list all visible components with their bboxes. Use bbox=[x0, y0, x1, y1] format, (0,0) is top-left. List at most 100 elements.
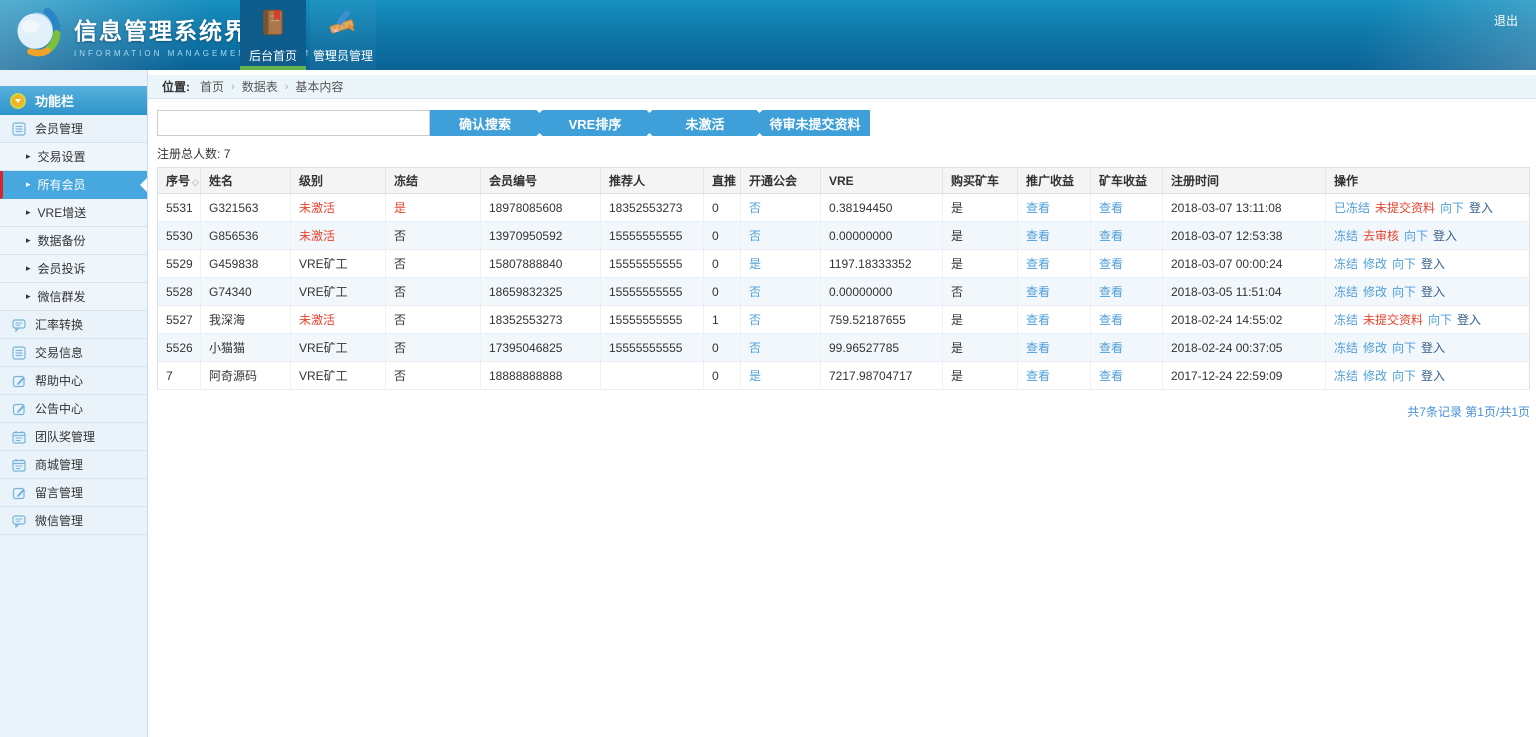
view-cart-income-link[interactable]: 查看 bbox=[1099, 369, 1124, 383]
tab-admin-management[interactable]: 管理员管理 bbox=[310, 0, 376, 70]
reg-time-cell: 2018-03-07 12:53:38 bbox=[1162, 221, 1326, 250]
sidebar-item-label: 数据备份 bbox=[37, 234, 86, 248]
view-promo-income-link[interactable]: 查看 bbox=[1026, 285, 1051, 299]
action-link[interactable]: 去审核 bbox=[1363, 229, 1400, 243]
action-link[interactable]: 登入 bbox=[1421, 341, 1446, 355]
sidebar-item-member-management[interactable]: 会员管理 bbox=[0, 115, 147, 143]
sidebar-item-message-management[interactable]: 留言管理 bbox=[0, 479, 147, 507]
referrer-cell: 15555555555 bbox=[600, 221, 704, 250]
action-link[interactable]: 已冻结 bbox=[1334, 201, 1371, 215]
action-link[interactable]: 登入 bbox=[1469, 201, 1494, 215]
col-id[interactable]: 序号 ◇ bbox=[157, 167, 201, 194]
admin-tools-icon bbox=[328, 8, 358, 43]
sidebar-item-wechat-broadcast[interactable]: ▸ 微信群发 bbox=[0, 283, 147, 311]
confirm-search-button[interactable]: 确认搜索 bbox=[430, 110, 540, 136]
breadcrumb-datatable[interactable]: 数据表 bbox=[241, 80, 278, 94]
guild-cell: 否 bbox=[740, 193, 821, 222]
inactive-filter-button[interactable]: 未激活 bbox=[650, 110, 760, 136]
sidebar-item-vre-gift[interactable]: ▸ VRE增送 bbox=[0, 199, 147, 227]
action-link[interactable]: 登入 bbox=[1421, 369, 1446, 383]
action-link[interactable]: 未提交资料 bbox=[1363, 313, 1424, 327]
operations-cell: 冻结 修改 向下 登入 bbox=[1325, 333, 1530, 362]
action-link[interactable]: 修改 bbox=[1363, 285, 1388, 299]
member-name-cell: 小猫猫 bbox=[200, 333, 291, 362]
level-cell: VRE矿工 bbox=[290, 249, 386, 278]
action-link[interactable]: 冻结 bbox=[1334, 257, 1359, 271]
app-brand: 信息管理系统界面 INFORMATION MANAGEMENT SYSTEM G… bbox=[10, 4, 339, 65]
action-link[interactable]: 登入 bbox=[1457, 313, 1482, 327]
sidebar-item-mall-management[interactable]: 商城管理 bbox=[0, 451, 147, 479]
view-cart-income-link[interactable]: 查看 bbox=[1099, 229, 1124, 243]
edit-icon bbox=[12, 374, 26, 388]
member-id-cell: 5527 bbox=[157, 305, 201, 334]
edit-icon bbox=[12, 402, 26, 416]
action-link[interactable]: 向下 bbox=[1404, 229, 1429, 243]
referrer-cell: 15555555555 bbox=[600, 277, 704, 306]
search-input[interactable] bbox=[157, 110, 430, 136]
action-link[interactable]: 冻结 bbox=[1334, 369, 1359, 383]
action-link[interactable]: 向下 bbox=[1440, 201, 1465, 215]
sidebar-item-label: 留言管理 bbox=[35, 486, 84, 500]
action-link[interactable]: 修改 bbox=[1363, 369, 1388, 383]
view-promo-income-link[interactable]: 查看 bbox=[1026, 313, 1051, 327]
action-link[interactable]: 冻结 bbox=[1334, 229, 1359, 243]
sidebar-item-trade-settings[interactable]: ▸ 交易设置 bbox=[0, 143, 147, 171]
col-promo-income: 推广收益 bbox=[1017, 167, 1091, 194]
action-link[interactable]: 修改 bbox=[1363, 341, 1388, 355]
sidebar-item-team-award[interactable]: 团队奖管理 bbox=[0, 423, 147, 451]
action-link[interactable]: 登入 bbox=[1433, 229, 1458, 243]
action-link[interactable]: 向下 bbox=[1392, 369, 1417, 383]
direct-count-cell: 0 bbox=[703, 193, 741, 222]
breadcrumb-basic-content[interactable]: 基本内容 bbox=[295, 80, 344, 94]
view-cart-income-link[interactable]: 查看 bbox=[1099, 201, 1124, 215]
sidebar-item-wechat-management[interactable]: 微信管理 bbox=[0, 507, 147, 535]
action-link[interactable]: 向下 bbox=[1392, 257, 1417, 271]
breadcrumb-home[interactable]: 首页 bbox=[200, 80, 225, 94]
sidebar-item-trade-info[interactable]: 交易信息 bbox=[0, 339, 147, 367]
view-promo-income-link[interactable]: 查看 bbox=[1026, 201, 1051, 215]
view-promo-income-link[interactable]: 查看 bbox=[1026, 229, 1051, 243]
view-cart-income-link[interactable]: 查看 bbox=[1099, 257, 1124, 271]
sidebar-item-data-backup[interactable]: ▸ 数据备份 bbox=[0, 227, 147, 255]
vre-sort-button[interactable]: VRE排序 bbox=[540, 110, 650, 136]
action-link[interactable]: 修改 bbox=[1363, 257, 1388, 271]
action-link[interactable]: 冻结 bbox=[1334, 313, 1359, 327]
action-link[interactable]: 登入 bbox=[1421, 257, 1446, 271]
tab-label: 后台首页 bbox=[248, 49, 297, 63]
sidebar-item-member-complaints[interactable]: ▸ 会员投诉 bbox=[0, 255, 147, 283]
view-promo-income-link[interactable]: 查看 bbox=[1026, 257, 1051, 271]
view-cart-income-link[interactable]: 查看 bbox=[1099, 313, 1124, 327]
action-link[interactable]: 冻结 bbox=[1334, 341, 1359, 355]
pagination: 共7条记录 第1页/共1页 bbox=[1407, 405, 1530, 419]
sidebar-item-help-center[interactable]: 帮助中心 bbox=[0, 367, 147, 395]
col-guild: 开通公会 bbox=[740, 167, 821, 194]
sidebar-item-announcement-center[interactable]: 公告中心 bbox=[0, 395, 147, 423]
action-link[interactable]: 冻结 bbox=[1334, 285, 1359, 299]
action-link[interactable]: 未提交资料 bbox=[1375, 201, 1436, 215]
pending-unsubmitted-button[interactable]: 待审未提交资料 bbox=[760, 110, 870, 136]
breadcrumb-separator: › bbox=[231, 80, 235, 93]
logout-link[interactable]: 退出 bbox=[1493, 14, 1518, 28]
action-link[interactable]: 向下 bbox=[1428, 313, 1453, 327]
caret-right-icon: ▸ bbox=[26, 291, 31, 301]
operations-cell: 冻结 未提交资料 向下 登入 bbox=[1325, 305, 1530, 334]
sidebar-item-label: VRE增送 bbox=[37, 206, 87, 220]
action-link[interactable]: 向下 bbox=[1392, 285, 1417, 299]
action-link[interactable]: 向下 bbox=[1392, 341, 1417, 355]
view-promo-income-link[interactable]: 查看 bbox=[1026, 369, 1051, 383]
action-link[interactable]: 登入 bbox=[1421, 285, 1446, 299]
sidebar-item-all-members[interactable]: ▸ 所有会员 bbox=[0, 171, 147, 199]
view-cart-income-link[interactable]: 查看 bbox=[1099, 285, 1124, 299]
vre-cell: 99.96527785 bbox=[820, 333, 943, 362]
view-cart-income-link[interactable]: 查看 bbox=[1099, 341, 1124, 355]
sidebar-item-label: 商城管理 bbox=[35, 458, 84, 472]
operations-cell: 冻结 修改 向下 登入 bbox=[1325, 249, 1530, 278]
sidebar-item-exchange-rate[interactable]: 汇率转换 bbox=[0, 311, 147, 339]
vre-cell: 0.38194450 bbox=[820, 193, 943, 222]
view-promo-income-link[interactable]: 查看 bbox=[1026, 341, 1051, 355]
col-level: 级别 bbox=[290, 167, 386, 194]
member-no-cell: 18659832325 bbox=[480, 277, 601, 306]
vre-cell: 0.00000000 bbox=[820, 277, 943, 306]
app-subtitle: INFORMATION MANAGEMENT SYSTEM GUI bbox=[74, 48, 340, 58]
tab-backend-home[interactable]: 后台首页 bbox=[240, 0, 306, 70]
